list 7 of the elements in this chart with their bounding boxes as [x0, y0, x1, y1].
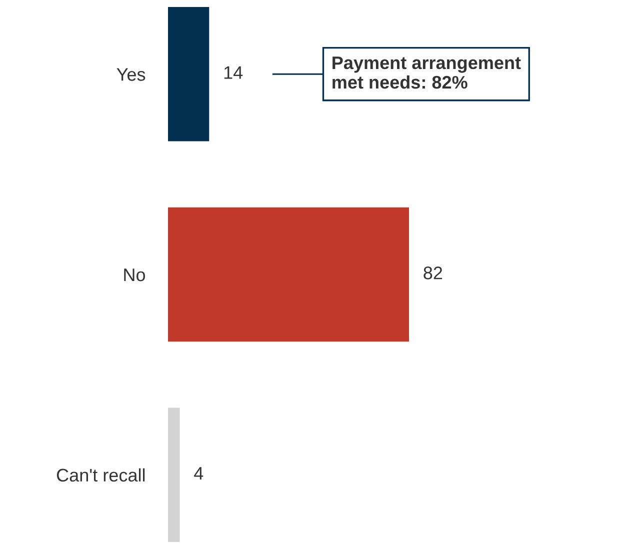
- y-tick-label: Can't recall: [56, 468, 145, 482]
- data-label: 14: [224, 66, 243, 79]
- data-label: 82: [424, 266, 442, 280]
- data-label: 4: [194, 467, 204, 480]
- y-tick-label: No: [124, 268, 146, 282]
- annotation: Payment arrangement met needs: 82%: [332, 56, 521, 89]
- y-tick-label: Yes: [116, 68, 146, 81]
